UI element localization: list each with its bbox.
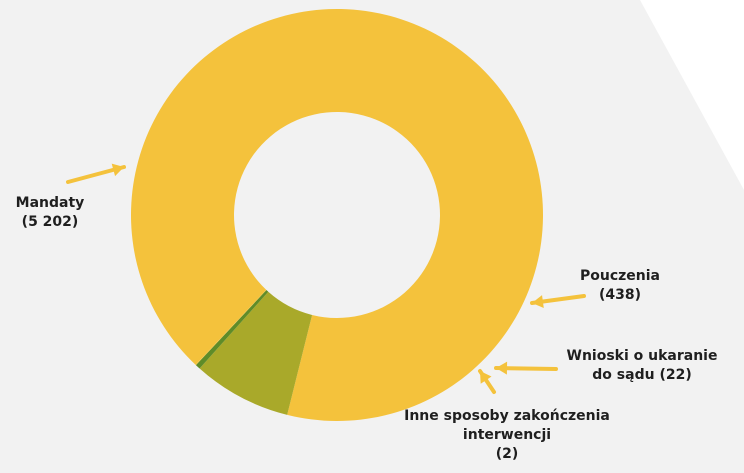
label-pouczenia-name: Pouczenia: [562, 267, 678, 286]
label-wnioski-line2: do sądu (22): [540, 366, 744, 385]
label-inne-count: (2): [370, 445, 644, 464]
label-inne-line1: Inne sposoby zakończenia: [370, 407, 644, 426]
label-wnioski-line1: Wnioski o ukaranie: [540, 347, 744, 366]
label-inne: Inne sposoby zakończenia interwencji (2): [370, 407, 644, 464]
arrow-inne: [480, 371, 494, 392]
label-mandaty: Mandaty (5 202): [4, 194, 96, 232]
label-wnioski: Wnioski o ukaranie do sądu (22): [540, 347, 744, 385]
label-mandaty-count: (5 202): [4, 213, 96, 232]
label-mandaty-name: Mandaty: [4, 194, 96, 213]
label-inne-line2: interwencji: [370, 426, 644, 445]
label-pouczenia: Pouczenia (438): [562, 267, 678, 305]
label-pouczenia-count: (438): [562, 286, 678, 305]
slice-mandaty: [131, 9, 543, 421]
arrow-mandaty: [68, 164, 124, 182]
